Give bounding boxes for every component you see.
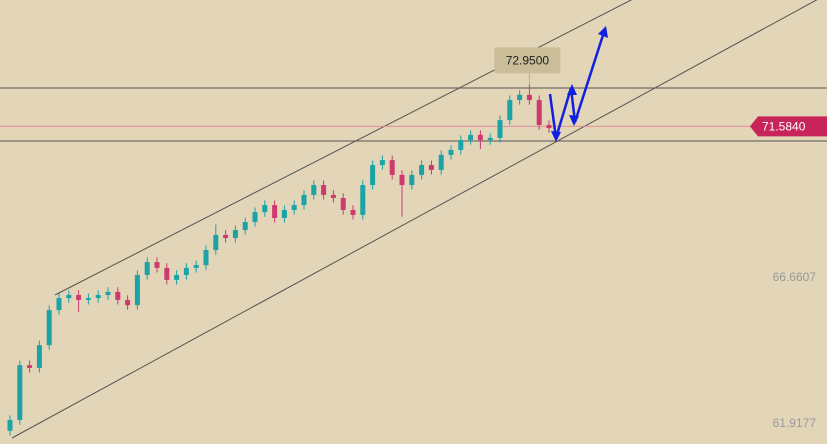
candle-body (419, 165, 425, 175)
candle-body (438, 154, 444, 170)
candle-body (321, 185, 327, 195)
candle-body (428, 165, 434, 170)
candle-body (281, 209, 287, 218)
candle-body (448, 149, 454, 155)
plot: 61.9177 66.6607 71.5840 72.9500 (0, 47, 827, 436)
candle-body (330, 194, 336, 198)
candle-body (76, 294, 82, 300)
candle-body (193, 265, 199, 268)
candle-body (27, 365, 33, 368)
candle-body (370, 165, 376, 186)
candle-body (399, 174, 405, 186)
arrow-head (598, 26, 608, 38)
candle-body (301, 194, 307, 206)
candle-body (340, 197, 346, 210)
candle-body (164, 267, 170, 280)
candle-body (232, 230, 238, 239)
candle-body (262, 205, 268, 213)
upper-channel-line (54, 0, 633, 296)
candle-body (291, 205, 297, 210)
candle-body (223, 234, 229, 239)
lower-channel-line (11, 0, 818, 439)
forecast-arrows (548, 26, 608, 142)
last-price-label: 71.5840 (762, 120, 806, 134)
arrow-head (569, 115, 579, 126)
candle-body (213, 234, 219, 251)
candle-body (115, 291, 121, 300)
high-label-box (494, 47, 561, 74)
candle-body (134, 274, 140, 306)
candle-body (56, 298, 62, 311)
candle-body (144, 262, 150, 275)
candle-body (252, 212, 258, 222)
candle-body (7, 419, 13, 431)
candle-body (174, 274, 180, 280)
candle-body (468, 134, 474, 141)
candle-body (458, 140, 464, 150)
candle-body (546, 125, 552, 129)
candle-body (95, 294, 101, 299)
candle-body (17, 365, 23, 420)
candle-body (125, 299, 131, 306)
candle-body (46, 310, 52, 346)
high-label: 72.9500 (506, 54, 550, 68)
candle-body (154, 262, 160, 268)
candle-body (536, 100, 542, 126)
channel-lines (11, 0, 818, 439)
candle-body (105, 291, 111, 295)
last-price-tag (750, 116, 827, 137)
candle-body (85, 298, 91, 300)
candle-body (203, 250, 209, 266)
candle-body (242, 222, 248, 231)
candle-body (389, 160, 395, 175)
candle-body (517, 94, 523, 101)
candle-body (497, 120, 503, 138)
candle-body (66, 294, 72, 299)
candle-body (507, 100, 513, 121)
candle-body (183, 267, 189, 275)
candle-body (409, 174, 415, 186)
candle-body (272, 205, 278, 218)
candle-body (360, 185, 366, 215)
candle-body (350, 209, 356, 215)
candle-body (526, 94, 532, 101)
y-tick-label: 66.6607 (773, 270, 817, 284)
arrow-head (551, 131, 561, 142)
candle-body (487, 137, 493, 141)
candle-body (477, 134, 483, 141)
y-tick-label: 61.9177 (773, 416, 817, 430)
candle-body (311, 185, 317, 195)
candle-body (36, 345, 42, 368)
arrow-head (567, 84, 577, 95)
candle-body (379, 160, 385, 166)
